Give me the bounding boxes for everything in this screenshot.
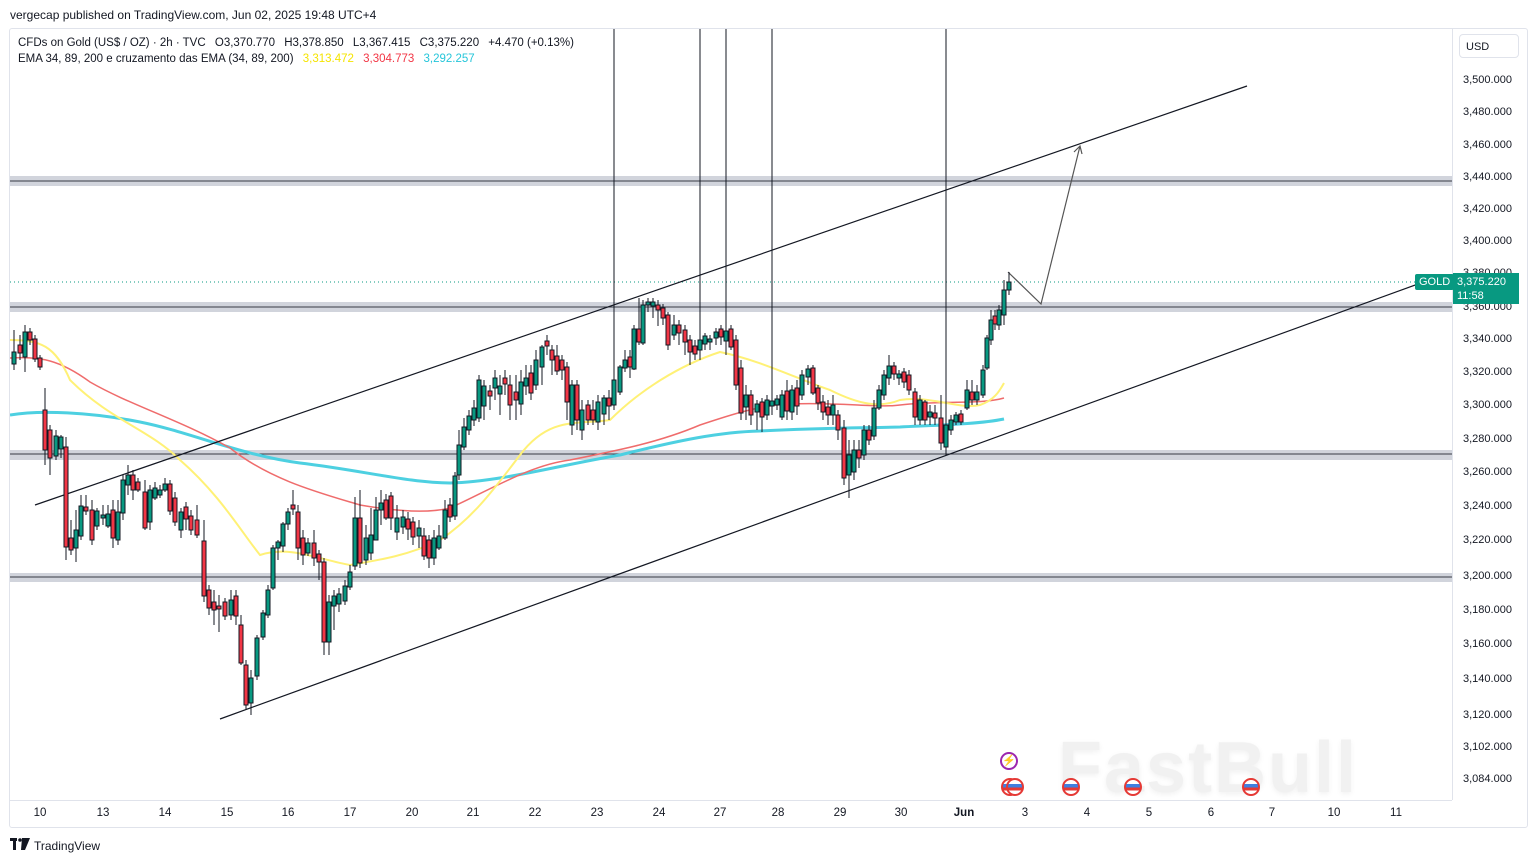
time-tick: 27 [713,807,727,819]
published-caption: vergecap published on TradingView.com, J… [10,8,377,22]
indicator-name: EMA 34, 89, 200 e cruzamento das EMA (34… [18,53,294,65]
time-tick: 4 [1083,807,1091,819]
symbol-legend-row[interactable]: CFDs on Gold (US$ / OZ) · 2h · TVC O3,37… [18,35,580,51]
time-tick: 22 [528,807,542,819]
time-tick: 23 [590,807,604,819]
us-economic-event-icon[interactable] [1006,778,1024,796]
time-axis[interactable]: 10 13 14 15 16 17 20 21 22 23 24 27 28 2… [10,800,1452,826]
indicator-legend-row[interactable]: EMA 34, 89, 200 e cruzamento das EMA (34… [18,51,580,67]
us-economic-event-icon[interactable] [1124,778,1142,796]
ema89-value: 3,304.773 [363,53,415,65]
time-tick: 29 [833,807,847,819]
symbol-description: CFDs on Gold (US$ / OZ) · 2h · TVC [18,37,206,49]
chart-canvas [10,29,1452,720]
price-tick: 3,340.000 [1463,333,1512,345]
price-tick: 3,400.000 [1463,235,1512,247]
fastbull-watermark: FastBull [1058,728,1359,800]
price-tick: 3,160.000 [1463,638,1512,650]
time-tick: 14 [158,807,172,819]
price-axis[interactable]: USD 3,500.000 3,480.000 3,460.000 3,440.… [1452,29,1526,800]
price-tick: 3,480.000 [1463,106,1512,118]
price-tick: 3,280.000 [1463,433,1512,445]
ohlc-low: L3,367.415 [352,37,411,49]
flash-event-icon[interactable]: ⚡ [1000,752,1018,770]
us-economic-event-icon[interactable] [1242,778,1260,796]
time-tick: 24 [652,807,666,819]
symbol-price-label: GOLD [1415,274,1455,290]
tradingview-logo-icon [10,838,30,853]
price-tick: 3,360.000 [1463,301,1512,313]
time-tick: 3 [1021,807,1029,819]
last-price-value: 3,375.220 [1457,276,1506,288]
price-tick: 3,102.000 [1463,741,1512,753]
us-economic-event-icon[interactable] [1062,778,1080,796]
time-tick: 28 [771,807,785,819]
chart-plot-area[interactable]: FastBull [10,29,1452,800]
price-change: +4.470 (+0.13%) [488,37,574,49]
time-tick: 11 [1390,807,1402,819]
time-tick: 17 [343,807,357,819]
ohlc-high: H3,378.850 [284,37,344,49]
price-tick: 3,260.000 [1463,466,1512,478]
price-tick: 3,220.000 [1463,534,1512,546]
currency-selector[interactable]: USD [1459,34,1519,58]
price-tick: 3,440.000 [1463,171,1512,183]
price-tick: 3,420.000 [1463,203,1512,215]
chart-frame [9,28,1528,828]
ohlc-close: C3,375.220 [419,37,480,49]
price-tick: 3,240.000 [1463,500,1512,512]
bar-countdown: 11:58 [1457,290,1484,302]
price-tick: 3,120.000 [1463,709,1512,721]
price-tick: 3,300.000 [1463,399,1512,411]
price-tick: 3,200.000 [1463,570,1512,582]
last-price-label: 3,375.220 11:58 [1453,273,1519,304]
time-tick: 30 [894,807,908,819]
support-resistance-levels [10,176,1452,582]
time-tick: 5 [1145,807,1153,819]
time-tick: 16 [281,807,295,819]
price-tick: 3,500.000 [1463,74,1512,86]
time-tick: 15 [220,807,234,819]
tradingview-logo[interactable]: TradingView [10,838,100,853]
price-tick: 3,180.000 [1463,604,1512,616]
time-tick: 21 [466,807,480,819]
time-tick-month: Jun [953,807,975,819]
time-tick: 20 [405,807,419,819]
price-tick: 3,460.000 [1463,139,1512,151]
tradingview-brand: TradingView [34,838,101,853]
price-tick: 3,320.000 [1463,366,1512,378]
time-tick: 10 [33,807,47,819]
chart-legend: CFDs on Gold (US$ / OZ) · 2h · TVC O3,37… [18,35,580,67]
time-tick: 10 [1327,807,1341,819]
time-tick: 6 [1207,807,1215,819]
price-tick: 3,140.000 [1463,673,1512,685]
ohlc-open: O3,370.770 [214,37,275,49]
time-tick: 7 [1268,807,1276,819]
time-tick: 13 [96,807,110,819]
candlesticks [11,29,1012,715]
ema200-value: 3,292.257 [423,53,475,65]
price-tick: 3,084.000 [1463,773,1512,785]
ema34-value: 3,313.472 [302,53,354,65]
